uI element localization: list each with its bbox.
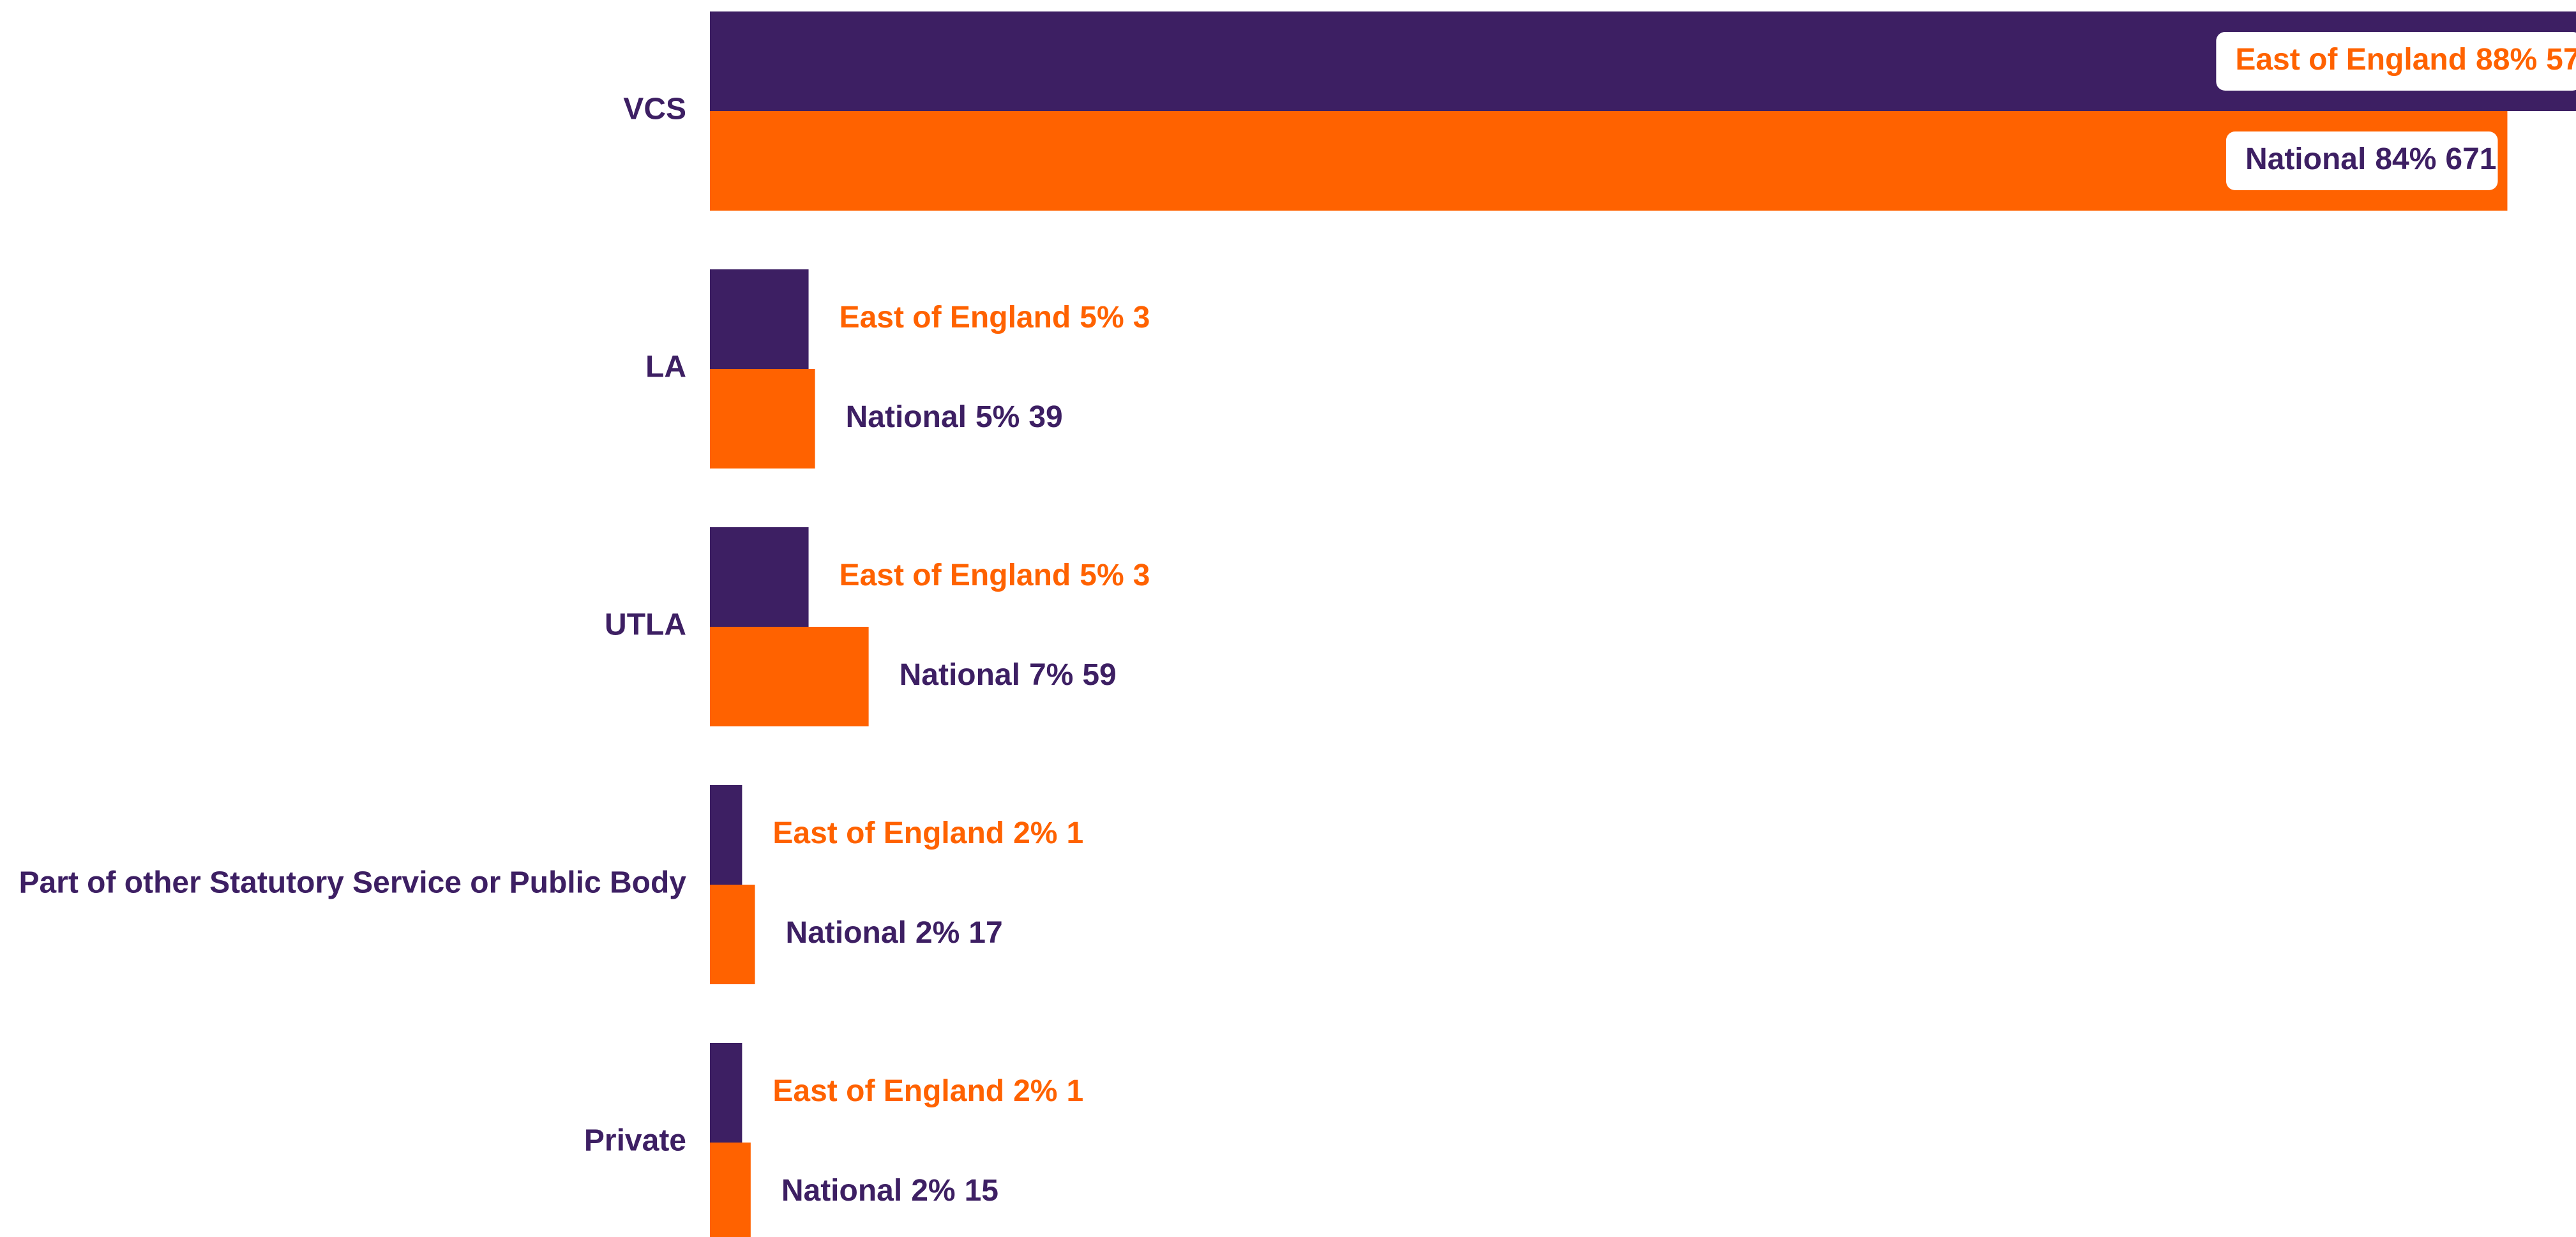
series-name: East of England <box>840 559 1071 592</box>
bar <box>710 1143 751 1237</box>
data-label: National 7% 59 <box>900 658 1117 692</box>
count-label: 57 <box>2546 43 2576 77</box>
data-label: East of England 5% 3 <box>840 301 1150 334</box>
bar <box>710 369 815 469</box>
series-name: East of England <box>2235 43 2467 77</box>
series-name: East of England <box>772 816 1004 850</box>
value-label: 2% <box>1013 816 1057 850</box>
series-name: East of England <box>772 1074 1004 1108</box>
count-label: 15 <box>965 1174 998 1208</box>
bar <box>710 269 809 369</box>
bar <box>710 1043 742 1143</box>
series-name: National <box>2245 142 2366 176</box>
count-label: 3 <box>1133 301 1150 334</box>
bar <box>710 785 742 885</box>
category-label: Private <box>584 1124 686 1158</box>
data-label: National 2% 15 <box>781 1174 998 1208</box>
category-label: Part of other Statutory Service or Publi… <box>19 866 686 900</box>
value-label: 5% <box>975 400 1020 434</box>
value-label: 84% <box>2375 142 2436 176</box>
count-label: 671 <box>2445 142 2496 176</box>
data-label: East of England 5% 3 <box>840 559 1150 592</box>
count-label: 17 <box>968 916 1002 950</box>
category-label: VCS <box>623 93 686 126</box>
count-label: 1 <box>1066 1074 1083 1108</box>
data-label: East of England 2% 1 <box>772 1074 1083 1108</box>
value-label: 2% <box>1013 1074 1057 1108</box>
value-label: 5% <box>1080 559 1124 592</box>
value-label: 7% <box>1029 658 1073 692</box>
count-label: 1 <box>1066 816 1083 850</box>
series-name: National <box>900 658 1020 692</box>
data-label: National 84% 671 <box>2245 142 2497 176</box>
label-box <box>2216 32 2576 91</box>
category-label: LA <box>645 350 686 384</box>
value-label: 2% <box>915 916 960 950</box>
data-label: National 5% 39 <box>846 400 1063 434</box>
series-name: East of England <box>840 301 1071 334</box>
category-label: UTLA <box>605 608 686 642</box>
value-label: 88% <box>2476 43 2537 77</box>
count-label: 3 <box>1133 559 1150 592</box>
count-label: 39 <box>1028 400 1062 434</box>
series-name: National <box>846 400 967 434</box>
value-label: 2% <box>911 1174 955 1208</box>
count-label: 59 <box>1082 658 1116 692</box>
bar <box>710 885 755 984</box>
bar <box>710 627 869 726</box>
data-label: East of England 88% 57 <box>2235 43 2576 77</box>
series-name: National <box>781 1174 902 1208</box>
value-label: 5% <box>1080 301 1124 334</box>
label-box <box>2226 131 2498 190</box>
series-name: National <box>786 916 907 950</box>
bar <box>710 527 809 627</box>
data-label: National 2% 17 <box>786 916 1003 950</box>
bar <box>710 111 2508 211</box>
data-label: East of England 2% 1 <box>772 816 1083 850</box>
